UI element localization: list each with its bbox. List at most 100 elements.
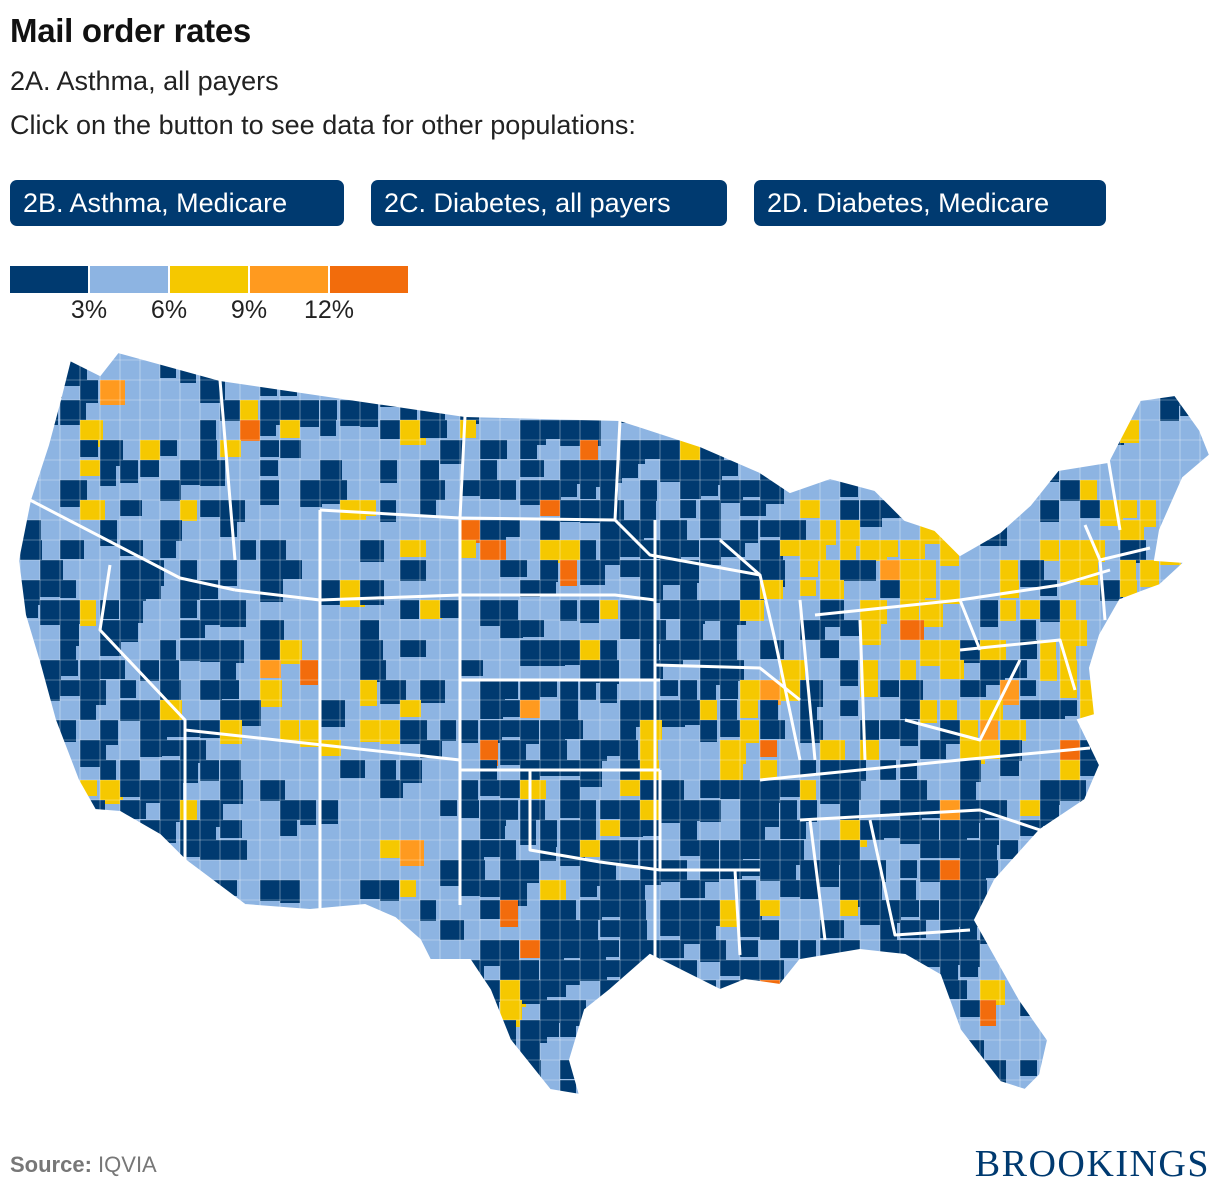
county-patch [620, 820, 643, 837]
county-patch [780, 860, 796, 881]
county-patch [220, 660, 236, 686]
diabetes-all-payers-button[interactable]: 2C. Diabetes, all payers [371, 180, 727, 226]
county-patch [680, 820, 697, 846]
county-patch [520, 640, 543, 666]
county-patch [1040, 600, 1062, 622]
county-patch [840, 900, 858, 916]
county-patch [800, 540, 826, 561]
county-patch [900, 900, 919, 917]
county-patch [540, 480, 561, 502]
county-patch [740, 820, 765, 840]
diabetes-medicare-button[interactable]: 2D. Diabetes, Medicare [754, 180, 1106, 226]
county-patch [340, 760, 365, 778]
county-patch [820, 860, 839, 887]
county-patch [160, 520, 182, 541]
county-patch [720, 480, 743, 503]
county-patch [500, 520, 520, 537]
county-patch [500, 860, 524, 882]
county-patch [280, 720, 299, 742]
county-patch [80, 700, 96, 720]
county-patch [420, 460, 439, 480]
county-patch [200, 420, 216, 444]
county-patch [540, 760, 560, 776]
county-patch [960, 680, 986, 697]
county-patch [160, 800, 185, 822]
county-patch [840, 800, 859, 826]
county-patch [960, 960, 978, 977]
county-patch [600, 860, 616, 883]
county-patch [700, 900, 720, 926]
county-patch [220, 400, 244, 421]
county-patch [680, 560, 699, 583]
county-patch [1060, 780, 1086, 801]
county-patch [460, 840, 484, 861]
county-patch [380, 880, 399, 901]
county-patch [240, 700, 261, 726]
county-patch [800, 500, 820, 518]
county-patch [560, 540, 581, 560]
county-patch [620, 740, 638, 760]
county-patch [680, 640, 701, 660]
county-patch [200, 440, 217, 463]
legend-swatch-2 [170, 266, 248, 293]
county-patch [620, 620, 642, 639]
county-patch [100, 440, 123, 466]
county-patch [200, 840, 226, 860]
county-patch [60, 660, 78, 676]
county-patch [740, 940, 758, 957]
county-patch [620, 780, 641, 796]
county-patch [520, 800, 545, 820]
county-patch [600, 940, 619, 957]
county-patch [180, 500, 197, 521]
county-patch [260, 880, 284, 901]
county-patch [580, 540, 596, 561]
county-patch [60, 720, 76, 742]
county-patch [1120, 580, 1137, 597]
county-patch [660, 900, 683, 924]
county-patch [460, 540, 476, 558]
county-patch [700, 460, 722, 485]
county-patch [1020, 1060, 1037, 1076]
county-patch [1060, 760, 1080, 785]
county-patch [780, 780, 806, 797]
source-label: Source: [10, 1152, 92, 1177]
county-patch [720, 640, 737, 662]
county-patch [600, 680, 617, 703]
county-patch [900, 820, 921, 844]
county-patch [960, 920, 977, 944]
county-patch [260, 460, 278, 476]
county-patch [160, 760, 180, 783]
county-patch [380, 720, 402, 744]
county-patch [440, 800, 457, 816]
county-patch [800, 620, 825, 640]
county-patch [540, 680, 557, 697]
county-patch [560, 920, 585, 941]
county-patch [400, 880, 416, 897]
county-patch [480, 440, 507, 459]
county-patch [600, 660, 619, 684]
county-patch [480, 700, 503, 719]
county-patch [520, 620, 544, 637]
county-patch [280, 880, 300, 903]
county-patch [660, 800, 680, 823]
asthma-medicare-button[interactable]: 2B. Asthma, Medicare [10, 180, 344, 226]
county-patch [1020, 600, 1044, 619]
county-patch [980, 820, 999, 845]
county-patch [440, 440, 463, 464]
county-patch [600, 920, 621, 937]
county-patch [280, 820, 297, 836]
county-patch [580, 440, 598, 462]
county-patch [420, 600, 442, 619]
county-patch [360, 640, 383, 660]
county-patch [280, 420, 300, 438]
county-patch [580, 940, 606, 961]
county-patch [520, 700, 540, 718]
county-patch [500, 840, 516, 862]
county-patch [580, 680, 596, 700]
county-patch [820, 920, 844, 938]
county-patch [720, 720, 745, 737]
county-patch [660, 520, 687, 543]
county-patch [400, 760, 422, 783]
county-patch [400, 540, 426, 557]
county-patch [600, 540, 620, 565]
